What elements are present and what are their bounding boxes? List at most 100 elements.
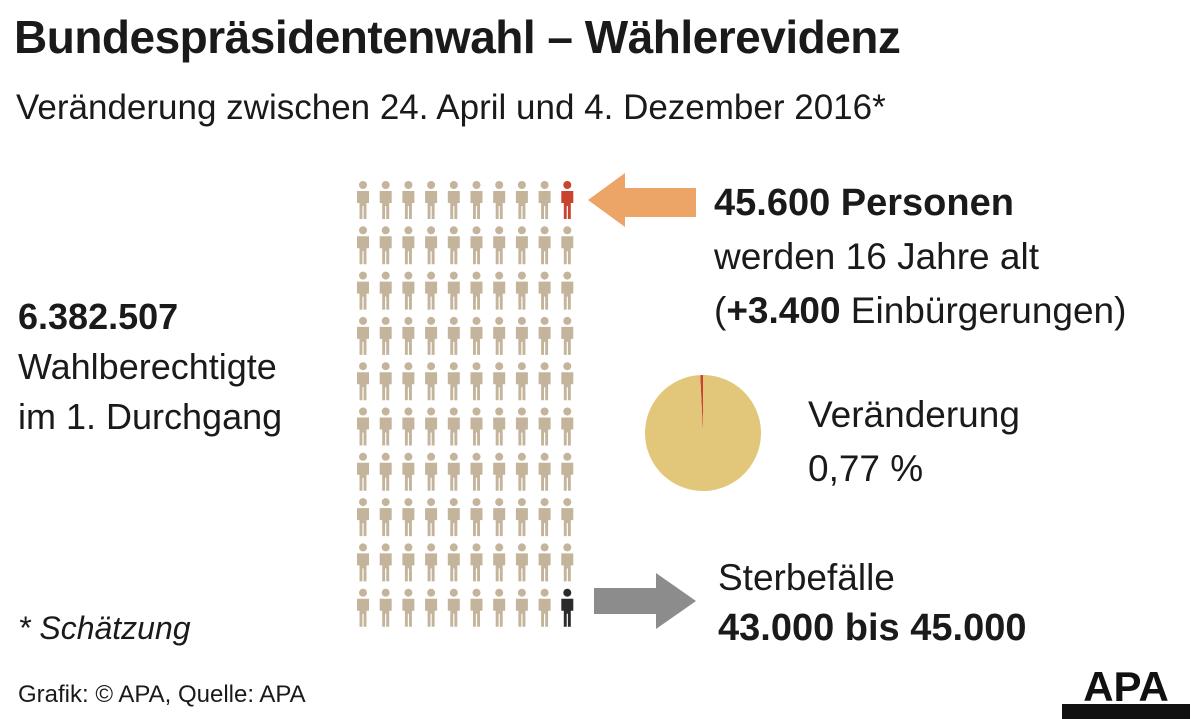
person-icon [470,543,483,582]
deaths-value: 43.000 bis 45.000 [718,607,1027,649]
chart-subtitle: Veränderung zwischen 24. April und 4. De… [16,88,886,127]
person-icon-deceased [561,588,574,627]
person-icon [493,316,506,355]
person-icon [561,498,574,537]
person-icon [402,498,415,537]
person-icon [515,588,528,627]
person-icon [447,362,460,401]
person-icon [515,271,528,310]
arrow-out-icon [594,573,696,629]
change-pie-chart [645,375,761,491]
person-icon [447,316,460,355]
apa-logo-text: APA [1083,668,1169,710]
person-icon [379,588,392,627]
person-icon [493,588,506,627]
person-icon [561,543,574,582]
person-icon [538,498,551,537]
change-value: 0,77 % [808,448,924,489]
person-icon [493,407,506,446]
person-icon [379,226,392,265]
person-icon [357,407,369,446]
person-icon [515,543,528,582]
person-icon [515,181,528,219]
person-icon [425,271,438,310]
person-icon [425,181,438,219]
change-block: Veränderung 0,77 % [808,388,1020,496]
person-icon [538,226,551,265]
eligible-voters-label: Wahlberechtigte [18,346,277,387]
naturalisations-number: +3.400 [726,290,841,331]
footnote: * Schätzung [18,610,191,646]
person-icon-new-voter [561,181,574,219]
person-icon [515,498,528,537]
person-icon [538,543,551,582]
person-icon [470,226,483,265]
chart-title: Bundespräsidentenwahl – Wählerevidenz [14,11,901,63]
eligible-voters-round: im 1. Durchgang [18,396,283,437]
person-icon [447,452,460,491]
person-icon [515,407,528,446]
person-icon [515,362,528,401]
person-icon [357,452,369,491]
person-icon [561,271,574,310]
person-icon [538,452,551,491]
person-icon [402,452,415,491]
person-icon [402,543,415,582]
person-icon [402,181,415,219]
person-icon [493,226,506,265]
deaths-block: Sterbefälle 43.000 bis 45.000 [718,553,1026,653]
people-pictogram-grid [357,181,574,627]
person-icon [447,271,460,310]
eligible-voters-block: 6.382.507 Wahlberechtigte im 1. Durchgan… [18,292,282,442]
person-icon [357,181,369,219]
person-icon [402,407,415,446]
person-icon [493,362,506,401]
person-icon [379,452,392,491]
person-icon [470,407,483,446]
person-icon [538,271,551,310]
person-icon [538,362,551,401]
person-icon [425,452,438,491]
person-icon [425,498,438,537]
naturalisations-label: Einbürgerungen) [840,290,1127,331]
person-icon [515,452,528,491]
change-label: Veränderung [808,394,1020,435]
person-icon [493,452,506,491]
person-icon [493,498,506,537]
person-icon [561,407,574,446]
person-icon [538,181,551,219]
person-icon [493,181,506,219]
new-voters-headline: 45.600 Personen [714,182,1014,224]
arrow-in-icon [588,173,696,227]
person-icon [357,588,369,627]
person-icon [357,226,369,265]
person-icon [538,407,551,446]
person-icon [447,407,460,446]
new-voters-block: 45.600 Personen werden 16 Jahre alt (+3.… [714,176,1126,338]
person-icon [425,407,438,446]
person-icon [515,226,528,265]
person-icon [379,407,392,446]
pie-slice-change [700,375,703,433]
person-icon [493,271,506,310]
deaths-label: Sterbefälle [718,557,895,598]
eligible-voters-number: 6.382.507 [18,296,179,337]
person-icon [470,498,483,537]
person-icon [425,226,438,265]
person-icon [379,543,392,582]
person-icon [470,181,483,219]
pie-slice-remaining [645,375,761,491]
source-credit: Grafik: © APA, Quelle: APA [18,681,306,708]
person-icon [425,316,438,355]
person-icon [561,226,574,265]
person-icon [561,316,574,355]
person-icon [402,588,415,627]
person-icon [425,588,438,627]
person-icon [447,181,460,219]
new-voters-age: werden 16 Jahre alt [714,236,1039,277]
person-icon [561,362,574,401]
person-icon [447,543,460,582]
person-icon [379,362,392,401]
person-icon [470,362,483,401]
